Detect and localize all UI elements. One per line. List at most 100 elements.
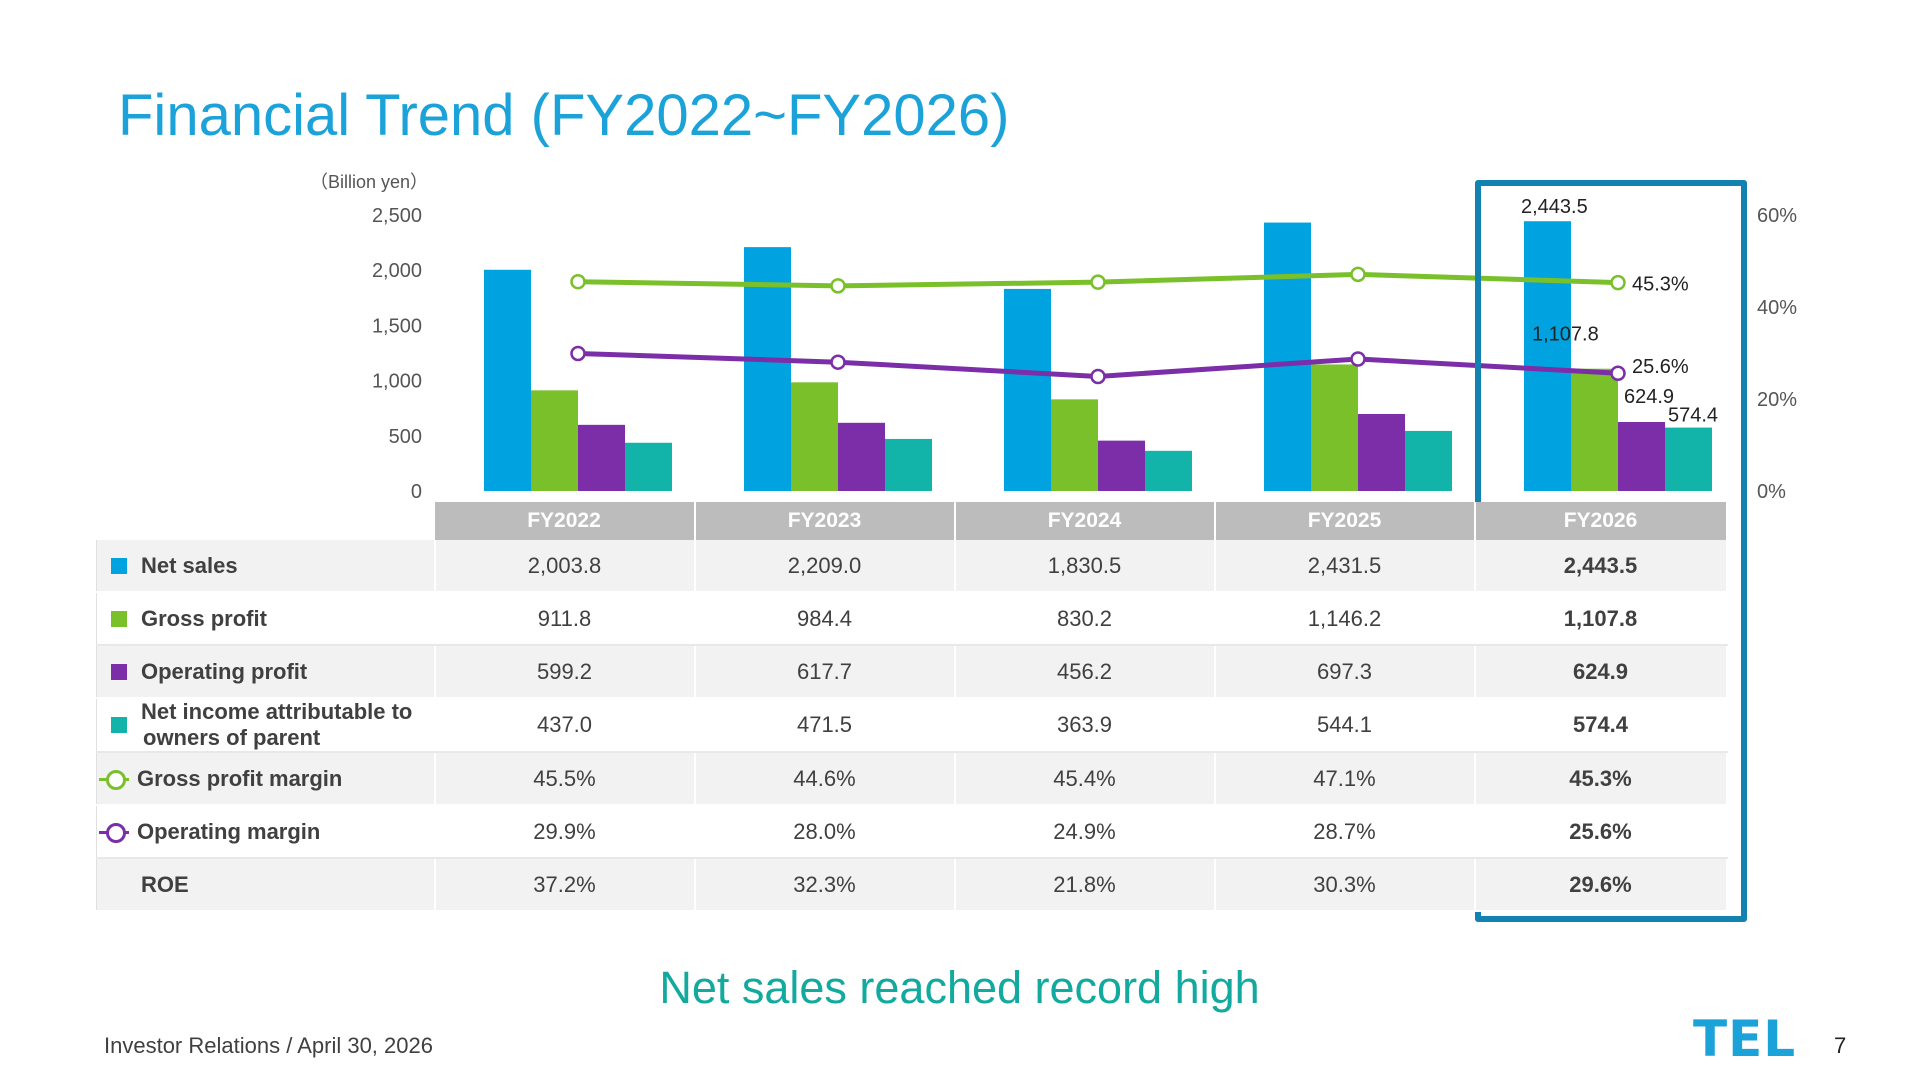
- bar-operating-profit-fy2022: [578, 424, 625, 491]
- table-row-gross-profit-margin: Gross profit margin 45.5% 44.6% 45.4% 47…: [96, 752, 1728, 806]
- row-label: ROE: [96, 858, 436, 912]
- right-axis-tick-label: 20%: [1757, 389, 1797, 411]
- data-label: 25.6%: [1632, 356, 1689, 378]
- row-label-line1: Net income attributable to: [141, 699, 413, 724]
- point-gross-profit-margin-fy2025: [1350, 266, 1366, 283]
- row-label-text: Gross profit: [141, 605, 267, 631]
- cell: 599.2: [434, 645, 696, 699]
- net-income-swatch-icon: [111, 717, 127, 733]
- cell: 363.9: [954, 698, 1216, 753]
- row-label-text: ROE: [141, 871, 189, 897]
- left-axis-tick-label: 500: [389, 426, 422, 448]
- bar-net-sales-fy2024: [1004, 288, 1051, 491]
- table-row-net-sales: Net sales 2,003.8 2,209.0 1,830.5 2,431.…: [96, 540, 1728, 593]
- right-axis-tick-label: 40%: [1757, 297, 1797, 319]
- cell: 437.0: [434, 698, 696, 753]
- cell: 544.1: [1214, 698, 1476, 753]
- cell: 30.3%: [1214, 858, 1476, 912]
- cell: 2,209.0: [694, 540, 956, 593]
- cell-highlight: 45.3%: [1474, 752, 1728, 806]
- header-fy2026: FY2026: [1474, 502, 1728, 540]
- unit-label: （Billion yen）: [310, 172, 429, 192]
- left-axis-tick-label: 2,000: [372, 260, 422, 282]
- data-label: 45.3%: [1632, 274, 1689, 296]
- table-row-roe: ROE 37.2% 32.3% 21.8% 30.3% 29.6%: [96, 858, 1728, 912]
- net-sales-swatch-icon: [111, 557, 127, 574]
- bar-net-sales-fy2022: [484, 269, 531, 491]
- bar-gross-profit-fy2026: [1571, 368, 1618, 491]
- data-label: 574.4: [1668, 405, 1718, 427]
- slide-title: Financial Trend (FY2022~FY2026): [118, 83, 1010, 148]
- bar-gross-profit-fy2022: [531, 390, 578, 491]
- cell: 471.5: [694, 698, 956, 753]
- left-axis-tick-label: 0: [411, 481, 422, 503]
- data-label: 2,443.5: [1521, 196, 1588, 218]
- cell: 697.3: [1214, 645, 1476, 699]
- data-label: 624.9: [1624, 386, 1674, 408]
- table-row-operating-profit: Operating profit 599.2 617.7 456.2 697.3…: [96, 645, 1728, 699]
- cell: 617.7: [694, 645, 956, 699]
- tel-logo: TEL: [1693, 1010, 1797, 1068]
- table-row-gross-profit: Gross profit 911.8 984.4 830.2 1,146.2 1…: [96, 592, 1728, 646]
- footer-text: Investor Relations / April 30, 2026: [104, 1033, 433, 1058]
- bar-operating-profit-fy2024: [1098, 440, 1145, 491]
- cell: 1,146.2: [1214, 592, 1476, 646]
- tagline: Net sales reached record high: [659, 962, 1260, 1013]
- bar-net-sales-fy2025: [1264, 222, 1311, 492]
- cell: 2,003.8: [434, 540, 696, 593]
- cell: 1,830.5: [954, 540, 1216, 593]
- cell: 32.3%: [694, 858, 956, 912]
- bar-net-income-attributable-to-owners-of-parent-fy2024: [1145, 450, 1192, 491]
- header-fy2025: FY2025: [1214, 502, 1476, 540]
- row-label: Gross profit margin: [96, 752, 436, 806]
- point-gross-profit-margin-fy2023: [830, 278, 846, 294]
- header-fy2023: FY2023: [694, 502, 956, 540]
- point-gross-profit-margin-fy2022: [570, 273, 586, 290]
- bar-gross-profit-fy2025: [1311, 364, 1358, 491]
- table-header-row: FY2022 FY2023 FY2024 FY2025 FY2026: [97, 502, 1728, 540]
- cell-highlight: 1,107.8: [1474, 592, 1728, 646]
- operating-margin-line-marker-icon: [99, 822, 129, 843]
- table-row-operating-margin: Operating margin 29.9% 28.0% 24.9% 28.7%…: [96, 805, 1728, 859]
- point-operating-margin-fy2022: [570, 345, 586, 362]
- bar-operating-profit-fy2026: [1618, 422, 1665, 491]
- bar-operating-profit-fy2025: [1358, 414, 1405, 491]
- row-label: Net sales: [96, 540, 436, 593]
- point-gross-profit-margin-fy2024: [1090, 274, 1106, 290]
- row-label: Operating profit: [96, 645, 436, 699]
- row-label-line2: owners of parent: [143, 725, 321, 750]
- point-operating-margin-fy2026: [1610, 365, 1626, 381]
- point-operating-margin-fy2024: [1090, 368, 1106, 385]
- right-axis-tick-label: 0%: [1757, 481, 1786, 503]
- header-fy2024: FY2024: [954, 502, 1216, 540]
- cell: 45.4%: [954, 752, 1216, 806]
- financial-table: FY2022 FY2023 FY2024 FY2025 FY2026 Net s…: [96, 502, 1728, 912]
- row-label-text: Net sales: [141, 552, 238, 578]
- cell: 830.2: [954, 592, 1216, 646]
- bar-net-income-attributable-to-owners-of-parent-fy2025: [1405, 430, 1452, 491]
- cell-highlight: 25.6%: [1474, 805, 1728, 859]
- bar-gross-profit-fy2024: [1051, 399, 1098, 491]
- header-fy2022: FY2022: [434, 502, 696, 540]
- cell: 911.8: [434, 592, 696, 646]
- table-row-net-income: Net income attributable to owners of pare…: [96, 698, 1728, 753]
- left-axis-tick-label: 1,500: [372, 315, 422, 337]
- bar-gross-profit-fy2023: [791, 382, 838, 491]
- row-label-text: Operating profit: [141, 658, 308, 684]
- bar-operating-profit-fy2023: [838, 422, 885, 491]
- gross-profit-swatch-icon: [111, 610, 127, 627]
- right-axis-tick-label: 60%: [1757, 205, 1797, 227]
- bar-net-sales-fy2026: [1524, 221, 1571, 491]
- cell: 24.9%: [954, 805, 1216, 859]
- row-label-text: Gross profit margin: [137, 765, 343, 791]
- cell: 29.9%: [434, 805, 696, 859]
- cell-highlight: 2,443.5: [1474, 540, 1728, 593]
- cell: 47.1%: [1214, 752, 1476, 806]
- row-label-text: Operating margin: [137, 818, 321, 844]
- cell: 2,431.5: [1214, 540, 1476, 593]
- left-axis-tick-label: 2,500: [372, 205, 422, 227]
- bar-net-sales-fy2023: [744, 247, 791, 491]
- cell: 28.0%: [694, 805, 956, 859]
- gross-margin-line-marker-icon: [99, 769, 129, 790]
